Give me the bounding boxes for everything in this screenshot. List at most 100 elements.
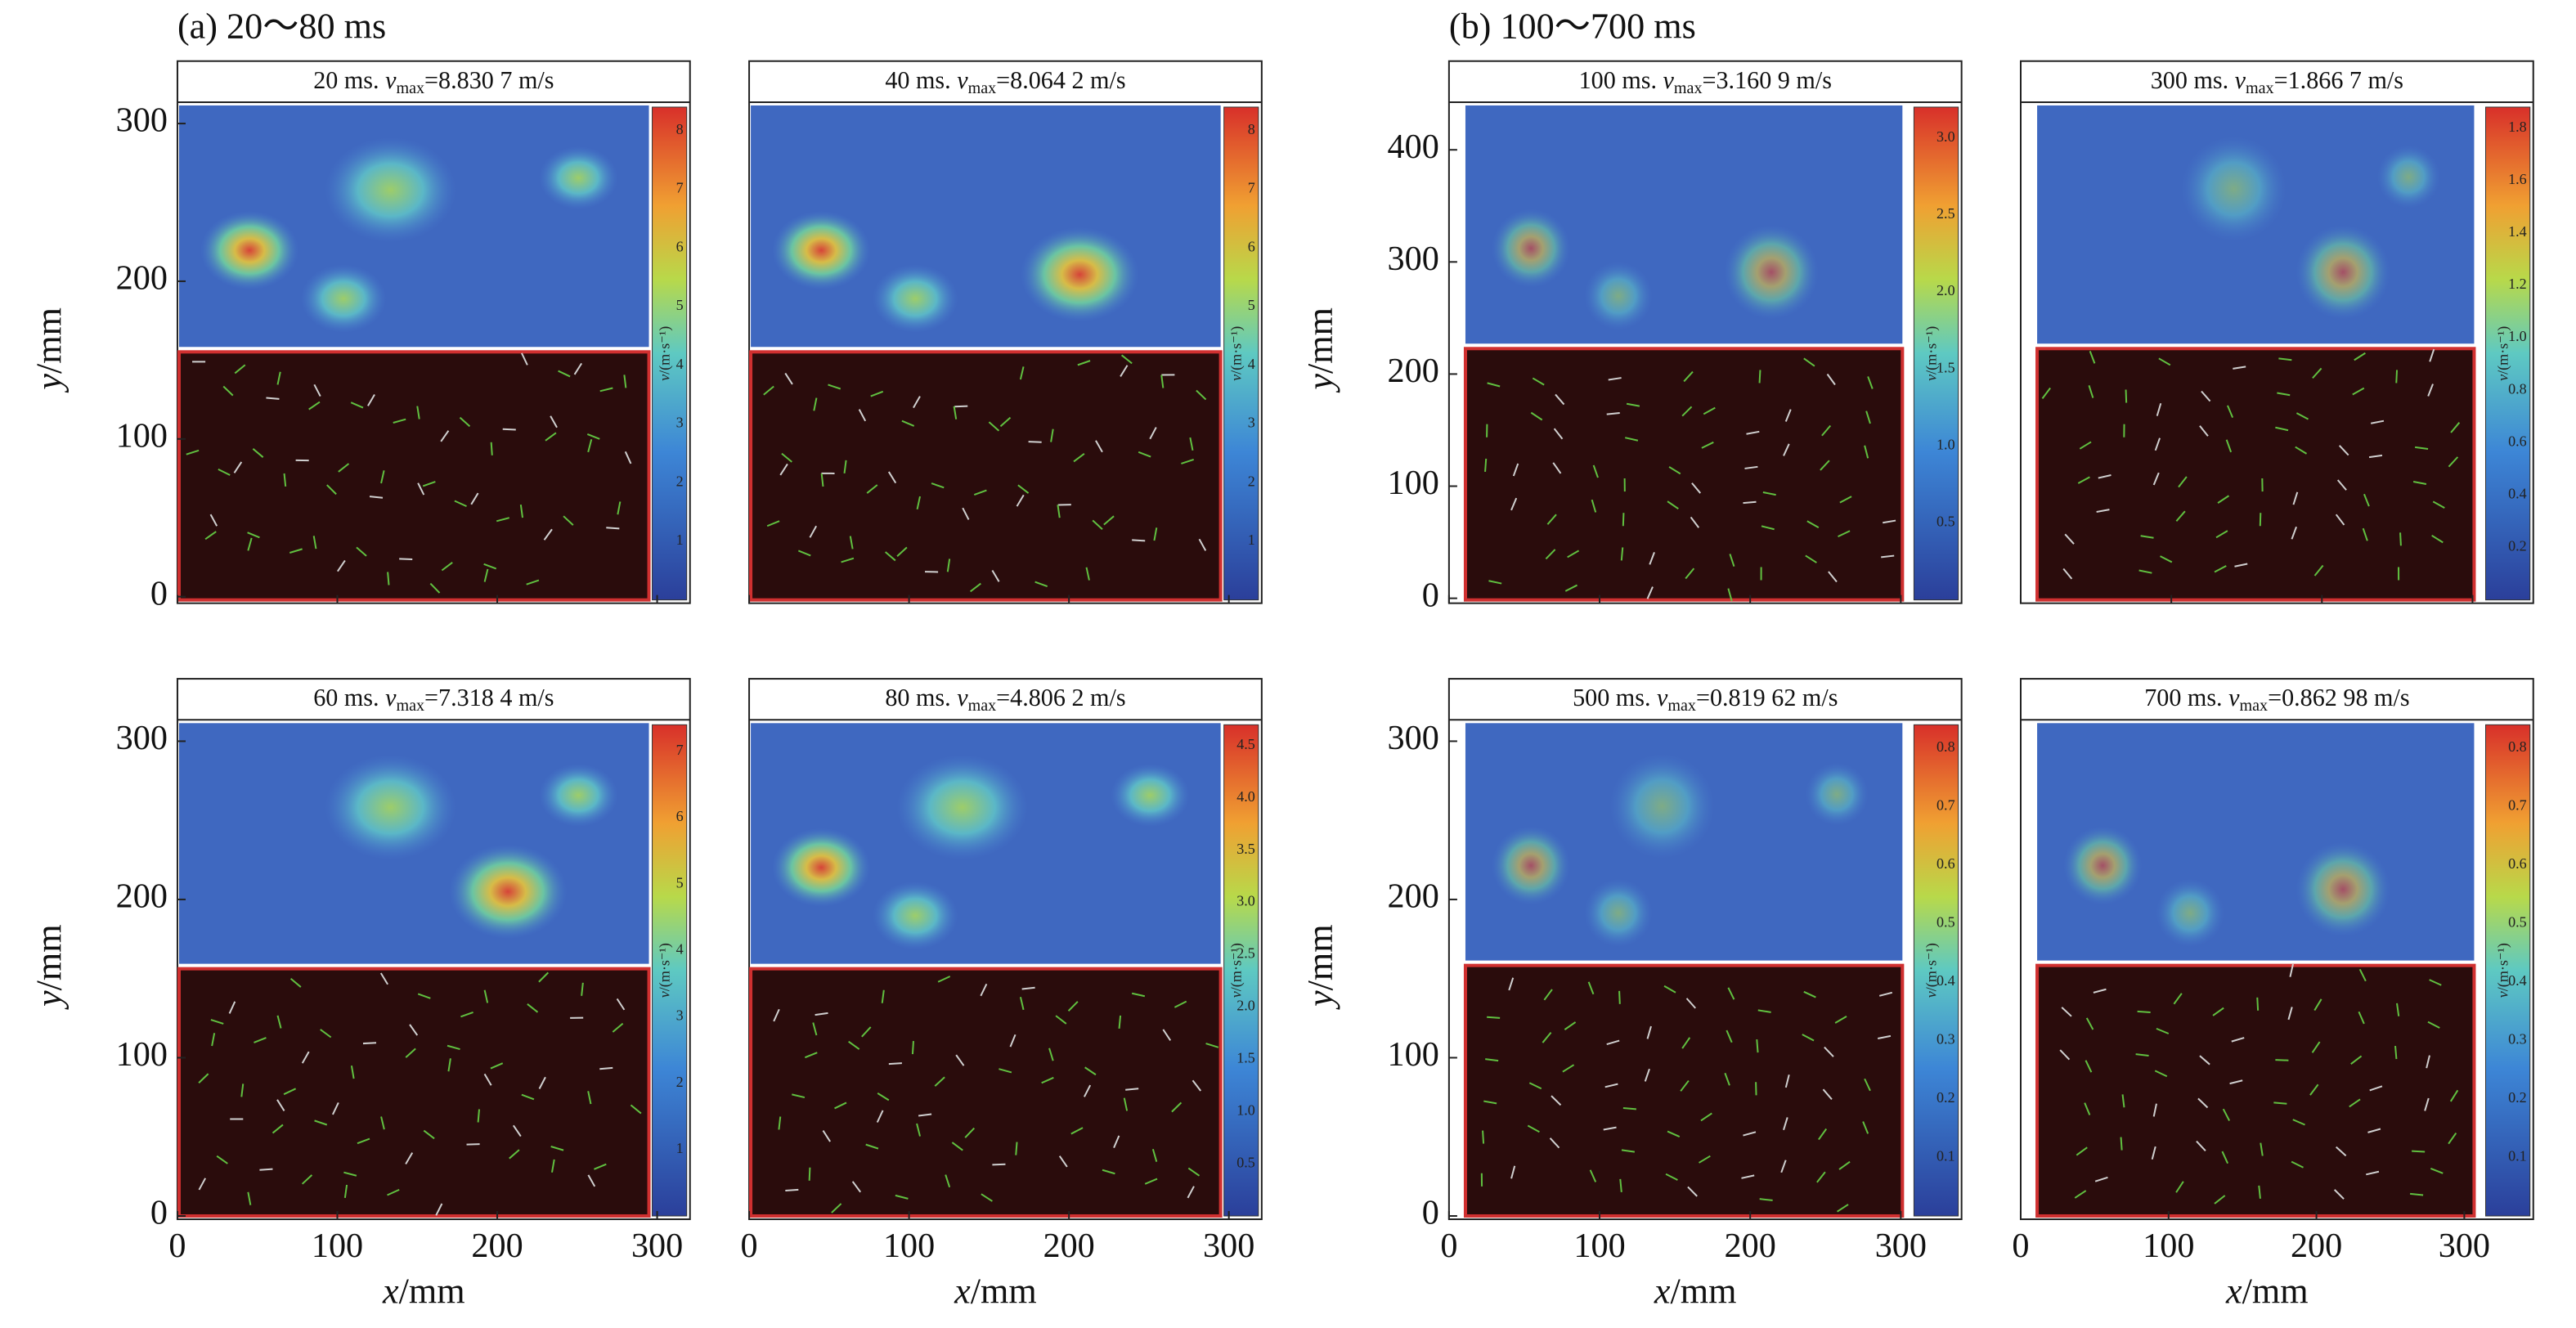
velocity-vector [538,971,550,983]
velocity-vector [1058,1155,1068,1168]
velocity-vector [1144,1178,1158,1185]
velocity-vector [1758,370,1761,384]
velocity-vector [1484,458,1488,473]
velocity-vector [1050,428,1054,442]
velocity-vector [954,405,968,408]
velocity-vector [2336,479,2347,491]
y-axis-label: y/mm [1300,307,1340,393]
y-tick-label: 400 [1388,128,1439,166]
velocity-vector [2140,535,2154,539]
text-part: max [968,697,997,715]
velocity-vector [2427,1021,2440,1029]
velocity-vector [916,1123,921,1137]
velocity-vector [350,402,364,409]
velocity-vector [2079,441,2092,450]
y-tick-label: 200 [116,259,168,298]
velocity-vector [1487,1016,1501,1019]
velocity-vector [2256,997,2260,1011]
velocity-vector [2275,426,2289,432]
velocity-vector [1698,1155,1711,1164]
velocity-vector [1685,998,1696,1009]
text-part: y [29,990,69,1010]
text-part: v [1228,374,1245,381]
velocity-vector [1567,550,1580,559]
velocity-vector [1205,1043,1219,1048]
text-part: v [1657,684,1668,711]
velocity-vector [1131,992,1146,998]
velocity-vector [2231,1037,2245,1043]
contour-blob [2296,225,2390,320]
panel-title: 300 ms. vmax=1.866 7 m/s [2151,66,2403,97]
colorbar-tick-label: 3.0 [1236,893,1255,909]
colorbar-label: v/(m·s⁻¹) [1228,943,1245,998]
panel-title: 40 ms. vmax=8.064 2 m/s [885,66,1125,97]
velocity-vector [1545,549,1556,560]
colorbar-tick-label: 0.3 [1936,1031,1955,1048]
velocity-vector [543,528,553,541]
text-part: v [1923,990,1940,998]
velocity-vector [1883,519,1896,524]
text-part: 700 ms. [2144,684,2222,711]
colorbar-tick-label: 4.5 [1236,736,1255,752]
velocity-vector [2260,1142,2264,1156]
velocity-vector [2313,998,2322,1012]
velocity-vector [483,989,489,1003]
velocity-vector [1759,1198,1773,1201]
velocity-vector [1483,1100,1497,1105]
velocity-vector [2089,350,2096,364]
velocity-vector [1009,1034,1016,1048]
colorbar-tick-label: 0.4 [1936,972,1955,989]
velocity-vector [2370,419,2385,424]
velocity-vector [558,370,571,378]
velocity-vector [792,1093,806,1099]
velocity-vector [1683,370,1694,383]
velocity-vector [1862,1121,1869,1134]
text-part: v [957,684,968,711]
velocity-vector [1881,554,1895,559]
colorbar-tick-label: 5 [676,297,684,313]
velocity-vector [773,1008,780,1022]
velocity-vector [266,397,280,400]
colorbar-tick-label: 2.0 [1936,282,1955,298]
velocity-vector [2427,384,2434,397]
vector-map [2035,963,2476,1218]
velocity-vector [1487,382,1501,388]
text-part: x [2225,1272,2242,1312]
velocity-vector [1151,1148,1158,1162]
velocity-vector [2152,1103,2157,1117]
velocity-vector [2234,563,2248,568]
colorbar-tick-label: 1.0 [2508,328,2527,344]
colorbar-tick-label: 5 [1248,297,1255,313]
colorbar-tick-label: 1.5 [1936,359,1955,375]
velocity-vector [2414,446,2429,450]
velocity-vector [454,500,467,508]
velocity-vector [2399,532,2402,546]
velocity-vector [216,1155,228,1164]
velocity-vector [962,507,970,520]
colorbar-tick-label: 0.3 [2508,1031,2527,1048]
contour-blob [896,755,1028,860]
contour-blob [2063,826,2143,905]
colorbar-tick-label: 1 [676,532,684,548]
velocity-vector [2311,1041,2321,1053]
contour-blob [2181,136,2287,242]
velocity-vector [1149,427,1157,440]
velocity-vector [2212,1007,2224,1016]
velocity-vector [865,1143,879,1150]
velocity-vector [969,582,981,593]
velocity-vector [2199,425,2209,437]
contour-blob [1584,262,1653,330]
velocity-vector [1626,402,1640,407]
velocity-vector [416,406,420,419]
velocity-vector [2041,387,2051,399]
text-part: =0.862 98 m/s [2268,684,2409,711]
y-tick-label: 300 [116,101,168,140]
group-label: (b) 100～700 ms [1449,7,1696,47]
text-part: 20 ms. [313,66,379,94]
velocity-vector [587,439,593,453]
velocity-vector [1510,497,1518,511]
velocity-vector [1803,990,1816,998]
colorbar-tick-label: 0.6 [2508,433,2527,449]
velocity-vector [1019,996,1025,1011]
velocity-vector [1757,1009,1771,1013]
